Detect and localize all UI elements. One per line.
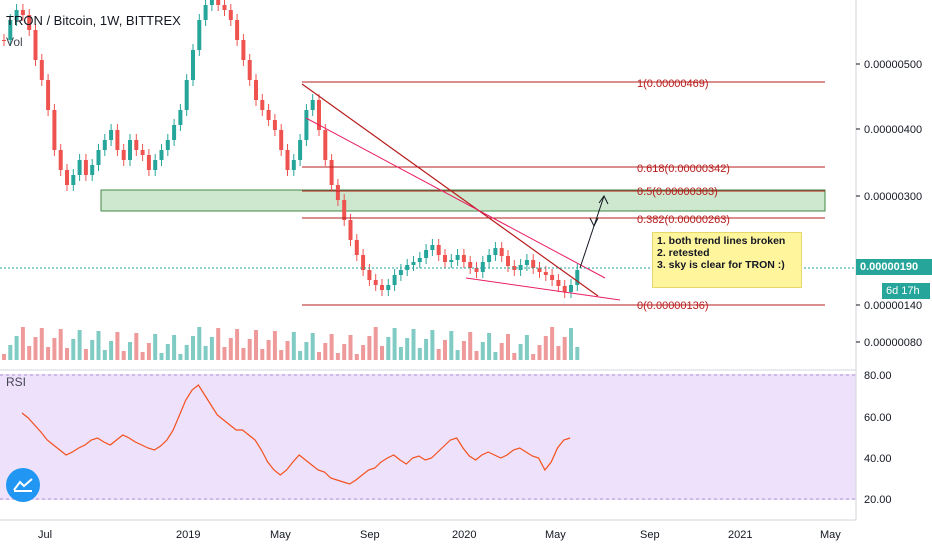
rsi-line: [21, 384, 571, 485]
time-tick: May: [270, 529, 291, 541]
fib-label-0: 0(0.00000136): [637, 300, 709, 312]
rsi-tick: 60.00: [864, 412, 892, 424]
price-tick: 0.00000400: [864, 124, 922, 136]
price-pane[interactable]: [0, 0, 856, 368]
annotation-line: 1. both trend lines broken: [657, 235, 786, 247]
rsi-tick: 20.00: [864, 494, 892, 506]
last-price-badge: 0.00000190: [856, 259, 932, 275]
fib-label-1: 1(0.00000469): [637, 78, 709, 90]
rsi-tick: 80.00: [864, 370, 892, 382]
fibonacci-retracement[interactable]: 1(0.00000469) 0.618(0.00000342) 0.5(0.00…: [302, 78, 825, 312]
annotation-line: 3. sky is clear for TRON :): [657, 259, 785, 271]
arrow-head-1: [589, 217, 599, 228]
time-tick: 2020: [452, 529, 476, 541]
time-tick: Sep: [360, 529, 380, 541]
trend-line-inner[interactable]: [305, 117, 606, 279]
bar-countdown-badge: 6d 17h: [882, 283, 930, 299]
time-tick: 2021: [728, 529, 752, 541]
rsi-pane[interactable]: [0, 374, 856, 500]
rsi-tick: 40.00: [864, 453, 892, 465]
price-tick: 0.00000080: [864, 337, 922, 349]
time-tick: 2019: [176, 529, 200, 541]
fib-label-0382: 0.382(0.00000263): [637, 214, 730, 226]
fib-label-05: 0.5(0.00000303): [637, 186, 718, 198]
trend-line-upper[interactable]: [301, 83, 599, 297]
arrow-head-2: [598, 195, 609, 205]
time-tick: May: [545, 529, 566, 541]
annotation-note[interactable]: 1. both trend lines broken 2. retested 3…: [652, 232, 802, 288]
time-tick: Jul: [38, 529, 52, 541]
logo-icon: [13, 478, 33, 492]
time-tick: Sep: [640, 529, 660, 541]
annotation-line: 2. retested: [657, 247, 710, 259]
trend-line-lower[interactable]: [465, 277, 621, 301]
time-tick: May: [820, 529, 841, 541]
tradingview-logo[interactable]: [6, 468, 40, 502]
volume-label[interactable]: Vol: [6, 35, 23, 49]
rsi-label[interactable]: RSI: [6, 375, 27, 389]
fib-label-0618: 0.618(0.00000342): [637, 163, 730, 175]
candles: [2, 0, 580, 298]
price-tick: 0.00000500: [864, 59, 922, 71]
price-tick: 0.00000140: [864, 300, 922, 312]
price-tick: 0.00000300: [864, 191, 922, 203]
volume-bars: [2, 327, 580, 360]
support-zone[interactable]: [100, 189, 826, 212]
chart-title[interactable]: TRON / Bitcoin, 1W, BITTREX: [6, 13, 181, 28]
